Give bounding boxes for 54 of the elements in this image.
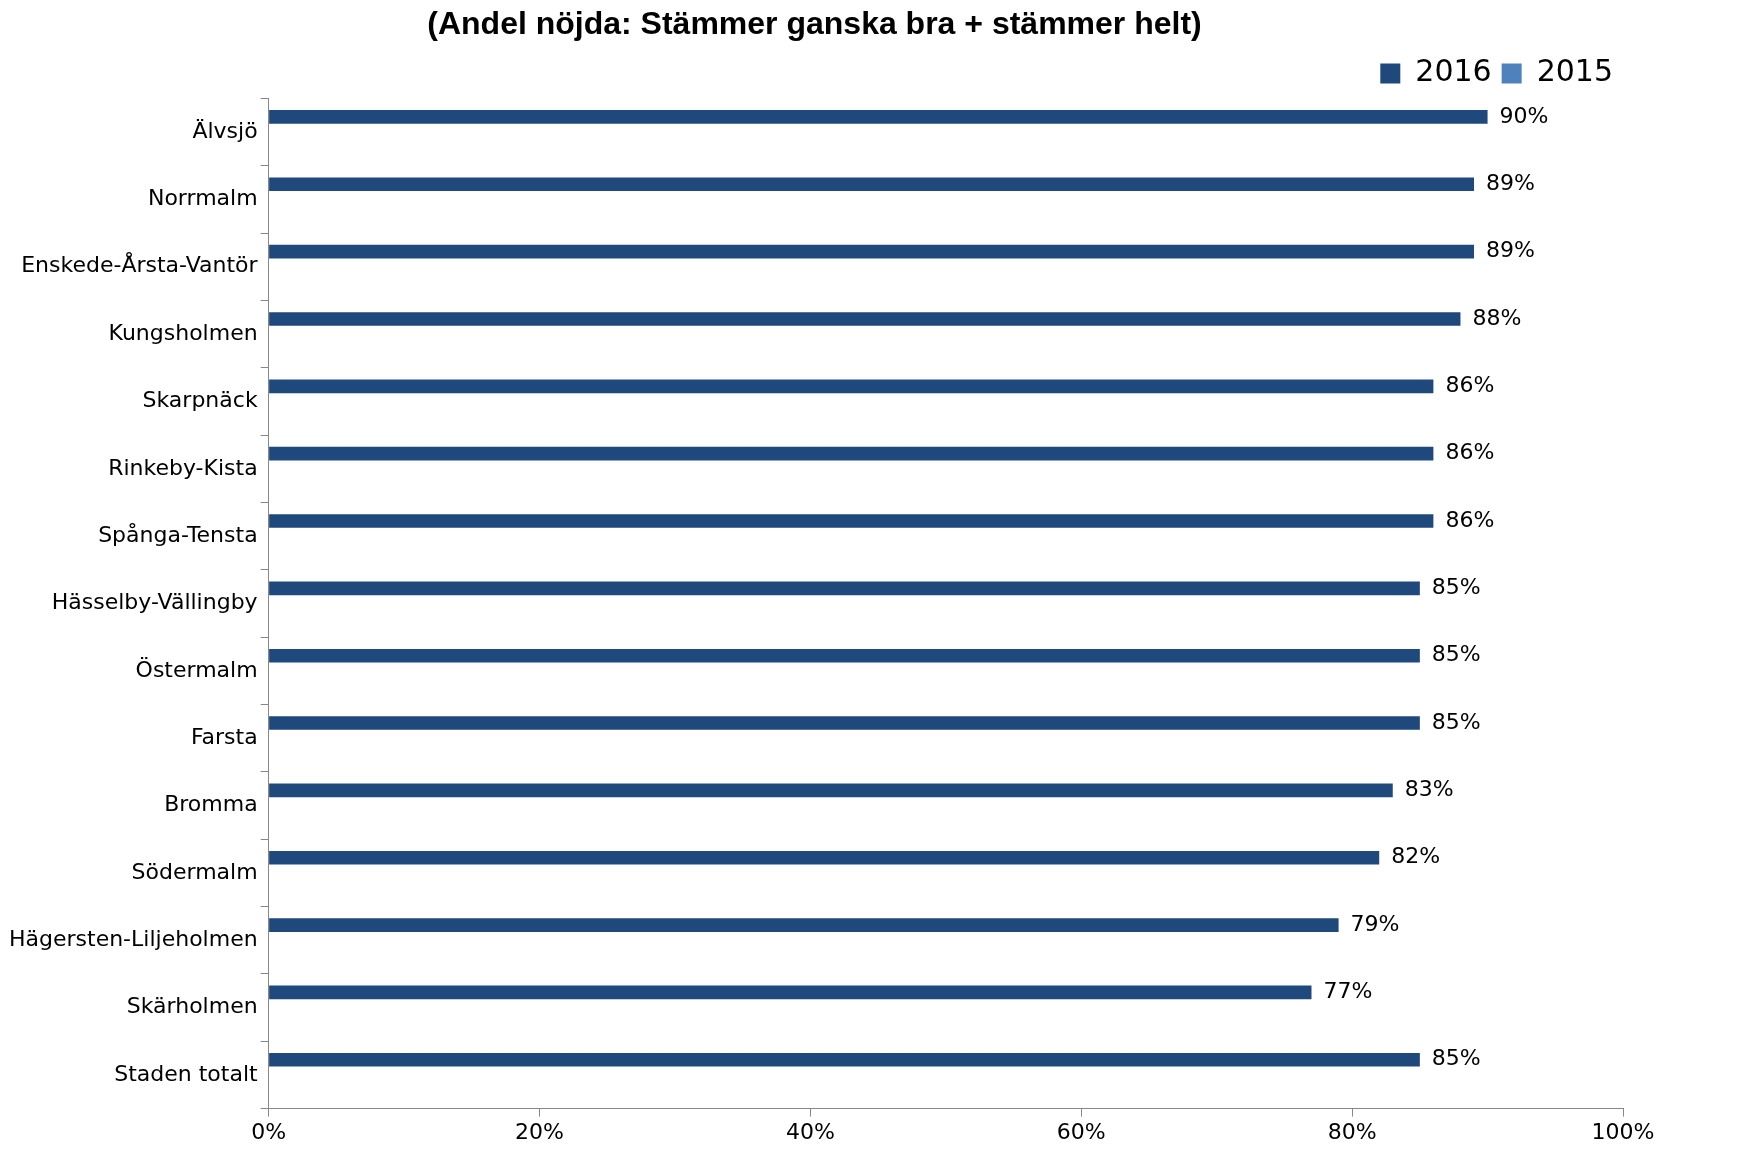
data-label: 86% bbox=[1445, 506, 1495, 532]
y-tick-label: Hässelby-Vällingby bbox=[51, 589, 258, 615]
data-label: 85% bbox=[1431, 574, 1481, 600]
bar bbox=[269, 581, 1420, 596]
y-tick-label: Norrmalm bbox=[147, 185, 258, 211]
y-tick-label: Södermalm bbox=[131, 858, 258, 884]
legend-label: 2016 bbox=[1415, 53, 1492, 89]
data-label: 88% bbox=[1472, 304, 1522, 330]
bar bbox=[269, 244, 1475, 259]
bar bbox=[269, 918, 1339, 932]
x-tick-label: 20% bbox=[515, 1118, 564, 1144]
y-tick-label: Enskede-Årsta-Vantör bbox=[21, 251, 259, 278]
y-tick-label: Staden totalt bbox=[114, 1060, 258, 1086]
y-tick-label: Kungsholmen bbox=[108, 319, 258, 345]
bar bbox=[269, 514, 1434, 528]
data-label: 85% bbox=[1431, 641, 1481, 667]
data-label: 89% bbox=[1486, 237, 1535, 263]
bar bbox=[269, 783, 1393, 798]
x-tick-label: 60% bbox=[1056, 1118, 1106, 1144]
data-label: 77% bbox=[1323, 978, 1373, 1004]
y-tick-label: Spånga-Tensta bbox=[98, 521, 258, 547]
legend-label: 2015 bbox=[1536, 53, 1614, 89]
chart-title: (Andel nöjda: Stämmer ganska bra + stämmer helt) bbox=[427, 5, 1202, 42]
y-tick-label: Skarpnäck bbox=[142, 387, 258, 413]
data-label: 86% bbox=[1445, 372, 1495, 398]
data-label: 79% bbox=[1350, 910, 1400, 936]
y-tick-label: Skärholmen bbox=[126, 993, 258, 1019]
y-tick-label: Östermalm bbox=[135, 656, 258, 682]
data-label: 86% bbox=[1445, 439, 1495, 465]
data-label: 89% bbox=[1486, 169, 1535, 195]
x-tick-label: 80% bbox=[1327, 1118, 1377, 1144]
y-tick-label: Älvsjö bbox=[192, 117, 258, 143]
x-tick-label: 0% bbox=[251, 1118, 287, 1144]
data-label: 85% bbox=[1431, 1045, 1481, 1071]
bar bbox=[269, 648, 1420, 663]
y-tick-label: Farsta bbox=[190, 723, 258, 749]
bar bbox=[269, 177, 1475, 192]
bar bbox=[269, 850, 1380, 865]
data-label: 83% bbox=[1404, 776, 1454, 802]
y-tick-label: Rinkeby-Kista bbox=[108, 454, 258, 480]
bar bbox=[269, 110, 1488, 124]
bar bbox=[269, 716, 1420, 730]
bar bbox=[269, 312, 1461, 326]
x-tick-label: 100% bbox=[1591, 1118, 1655, 1144]
data-label: 82% bbox=[1391, 843, 1441, 869]
data-label: 90% bbox=[1499, 102, 1549, 128]
bar bbox=[269, 985, 1312, 1000]
data-label: 85% bbox=[1431, 708, 1481, 734]
bar bbox=[269, 379, 1434, 394]
y-tick-label: Bromma bbox=[164, 791, 258, 817]
bar bbox=[269, 1052, 1420, 1067]
x-tick-label: 40% bbox=[785, 1118, 835, 1144]
y-tick-label: Hägersten-Liljeholmen bbox=[8, 925, 258, 951]
bar bbox=[269, 446, 1434, 461]
